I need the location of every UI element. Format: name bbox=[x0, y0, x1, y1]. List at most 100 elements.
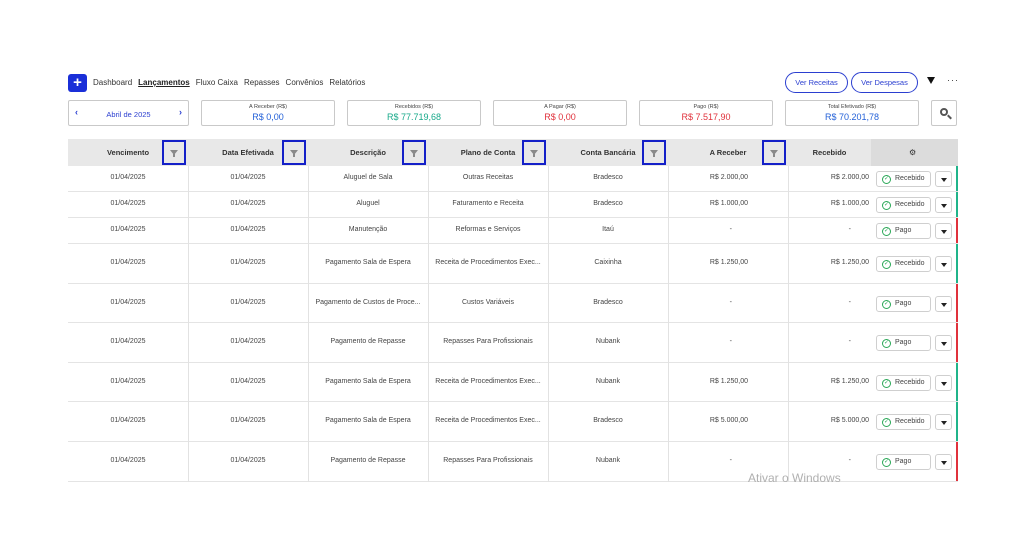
column-header-recebido[interactable]: Recebido bbox=[812, 148, 847, 157]
cell-data-efetivada: 01/04/2025 bbox=[230, 259, 266, 266]
add-button[interactable]: + bbox=[68, 74, 87, 92]
row-actions-dropdown[interactable] bbox=[935, 256, 952, 272]
period-selector: ‹ Abril de 2025 › bbox=[68, 100, 189, 126]
check-circle-icon: ✓ bbox=[882, 227, 891, 236]
summary-card-a-receber: A Receber (R$) R$ 0,00 bbox=[201, 100, 335, 126]
nav-link-repasses[interactable]: Repasses bbox=[243, 78, 280, 87]
cell-a-receber: - bbox=[729, 457, 732, 464]
row-actions-dropdown[interactable] bbox=[935, 197, 952, 213]
divider bbox=[308, 166, 309, 482]
status-color-stripe bbox=[956, 402, 958, 441]
cell-data-efetivada: 01/04/2025 bbox=[230, 338, 266, 345]
column-header-conta-bancaria[interactable]: Conta Bancária bbox=[580, 148, 636, 157]
status-button[interactable]: ✓ Recebido bbox=[876, 256, 931, 272]
cell-data-efetivada: 01/04/2025 bbox=[230, 200, 266, 207]
column-header-plano-de-conta[interactable]: Plano de Conta bbox=[460, 148, 516, 157]
status-label: Pago bbox=[895, 227, 912, 234]
table-row[interactable]: 01/04/2025 01/04/2025 Aluguel de Sala Outra… bbox=[68, 166, 958, 192]
summary-title: A Receber (R$) bbox=[249, 104, 287, 110]
cell-conta-bancaria: Bradesco bbox=[593, 299, 623, 306]
row-actions-dropdown[interactable] bbox=[935, 171, 952, 187]
status-button[interactable]: ✓ Recebido bbox=[876, 375, 931, 391]
table-row[interactable]: 01/04/2025 01/04/2025 Pagamento Sala de Es… bbox=[68, 363, 958, 402]
prev-month-button[interactable]: ‹ bbox=[75, 107, 78, 117]
status-button[interactable]: ✓ Recebido bbox=[876, 414, 931, 430]
table-row[interactable]: 01/04/2025 01/04/2025 Pagamento Sala de Es… bbox=[68, 244, 958, 284]
row-actions-dropdown[interactable] bbox=[935, 414, 952, 430]
status-button[interactable]: ✓ Recebido bbox=[876, 197, 931, 213]
next-month-button[interactable]: › bbox=[179, 107, 182, 117]
status-button[interactable]: ✓ Pago bbox=[876, 454, 931, 470]
search-icon bbox=[940, 108, 948, 116]
table-row[interactable]: 01/04/2025 01/04/2025 Aluguel Faturamento e… bbox=[68, 192, 958, 218]
row-actions-dropdown[interactable] bbox=[935, 335, 952, 351]
status-label: Pago bbox=[895, 300, 912, 307]
filter-icon[interactable] bbox=[762, 140, 786, 165]
ver-despesas-button[interactable]: Ver Despesas bbox=[851, 72, 918, 93]
nav-link-relatorios[interactable]: Relatórios bbox=[329, 78, 366, 87]
more-options-icon[interactable]: ··· bbox=[947, 75, 959, 85]
cell-recebido: R$ 1.250,00 bbox=[830, 378, 869, 385]
status-color-stripe bbox=[956, 244, 958, 283]
cell-plano-de-conta: Custos Variáveis bbox=[461, 299, 514, 306]
filter-icon[interactable] bbox=[402, 140, 426, 165]
transactions-table: Vencimento Data Efetivada Descrição Plan… bbox=[68, 139, 958, 482]
filter-icon[interactable] bbox=[282, 140, 306, 165]
divider bbox=[548, 166, 549, 482]
cell-conta-bancaria: Caixinha bbox=[594, 259, 622, 266]
status-color-stripe bbox=[956, 218, 958, 243]
status-button[interactable]: ✓ Pago bbox=[876, 296, 931, 312]
column-header-data-efetivada[interactable]: Data Efetivada bbox=[222, 148, 274, 157]
nav-link-dashboard[interactable]: Dashboard bbox=[93, 78, 133, 87]
status-color-stripe bbox=[956, 442, 958, 481]
nav-link-fluxo-caixa[interactable]: Fluxo Caixa bbox=[195, 78, 238, 87]
settings-column: ⚙ bbox=[871, 139, 958, 166]
nav-link-convenios[interactable]: Convênios bbox=[285, 78, 324, 87]
cell-plano-de-conta: Faturamento e Receita bbox=[452, 200, 524, 207]
check-circle-icon: ✓ bbox=[882, 260, 891, 269]
search-button[interactable] bbox=[931, 100, 957, 126]
column-header-a-receber[interactable]: A Receber bbox=[709, 148, 747, 157]
check-circle-icon: ✓ bbox=[882, 201, 891, 210]
cell-descricao: Pagamento Sala de Espera bbox=[325, 417, 411, 424]
table-row[interactable]: 01/04/2025 01/04/2025 Pagamento de Repasse… bbox=[68, 442, 958, 482]
column-header-descricao[interactable]: Descrição bbox=[350, 148, 386, 157]
cell-a-receber: R$ 1.250,00 bbox=[709, 259, 748, 266]
cell-vencimento: 01/04/2025 bbox=[110, 200, 146, 207]
filter-icon[interactable] bbox=[162, 140, 186, 165]
cell-plano-de-conta: Receita de Procedimentos Exec... bbox=[435, 259, 541, 266]
status-button[interactable]: ✓ Pago bbox=[876, 335, 931, 351]
status-button[interactable]: ✓ Pago bbox=[876, 223, 931, 239]
table-row[interactable]: 01/04/2025 01/04/2025 Pagamento Sala de Es… bbox=[68, 402, 958, 442]
cell-descricao: Aluguel de Sala bbox=[343, 174, 393, 181]
top-navigation: + Dashboard Lançamentos Fluxo Caixa Repa… bbox=[68, 72, 960, 94]
table-row[interactable]: 01/04/2025 01/04/2025 Pagamento de Repasse… bbox=[68, 323, 958, 363]
ver-receitas-button[interactable]: Ver Receitas bbox=[785, 72, 848, 93]
check-circle-icon: ✓ bbox=[882, 300, 891, 309]
table-row[interactable]: 01/04/2025 01/04/2025 Pagamento de Custos … bbox=[68, 284, 958, 323]
cell-vencimento: 01/04/2025 bbox=[110, 378, 146, 385]
cell-recebido: - bbox=[848, 457, 851, 464]
row-actions-dropdown[interactable] bbox=[935, 296, 952, 312]
row-actions-dropdown[interactable] bbox=[935, 375, 952, 391]
nav-link-lancamentos[interactable]: Lançamentos bbox=[138, 78, 190, 87]
summary-title: A Pagar (R$) bbox=[544, 104, 576, 110]
filter-icon[interactable] bbox=[927, 77, 935, 84]
cell-a-receber: - bbox=[729, 338, 732, 345]
chevron-down-icon bbox=[941, 421, 947, 425]
row-actions-dropdown[interactable] bbox=[935, 223, 952, 239]
row-actions-dropdown[interactable] bbox=[935, 454, 952, 470]
windows-activation-watermark: Ativar o Windows bbox=[748, 471, 841, 485]
filter-icon[interactable] bbox=[522, 140, 546, 165]
period-label[interactable]: Abril de 2025 bbox=[106, 110, 151, 119]
cell-plano-de-conta: Repasses Para Profissionais bbox=[443, 457, 533, 464]
cell-conta-bancaria: Bradesco bbox=[593, 200, 623, 207]
table-row[interactable]: 01/04/2025 01/04/2025 Manutenção Reformas e… bbox=[68, 218, 958, 244]
filter-icon[interactable] bbox=[642, 140, 666, 165]
summary-value: R$ 0,00 bbox=[252, 112, 284, 122]
column-header-vencimento[interactable]: Vencimento bbox=[106, 148, 150, 157]
cell-conta-bancaria: Nubank bbox=[595, 378, 621, 385]
gear-icon[interactable]: ⚙ bbox=[909, 148, 917, 157]
cell-recebido: R$ 1.000,00 bbox=[830, 200, 869, 207]
status-button[interactable]: ✓ Recebido bbox=[876, 171, 931, 187]
